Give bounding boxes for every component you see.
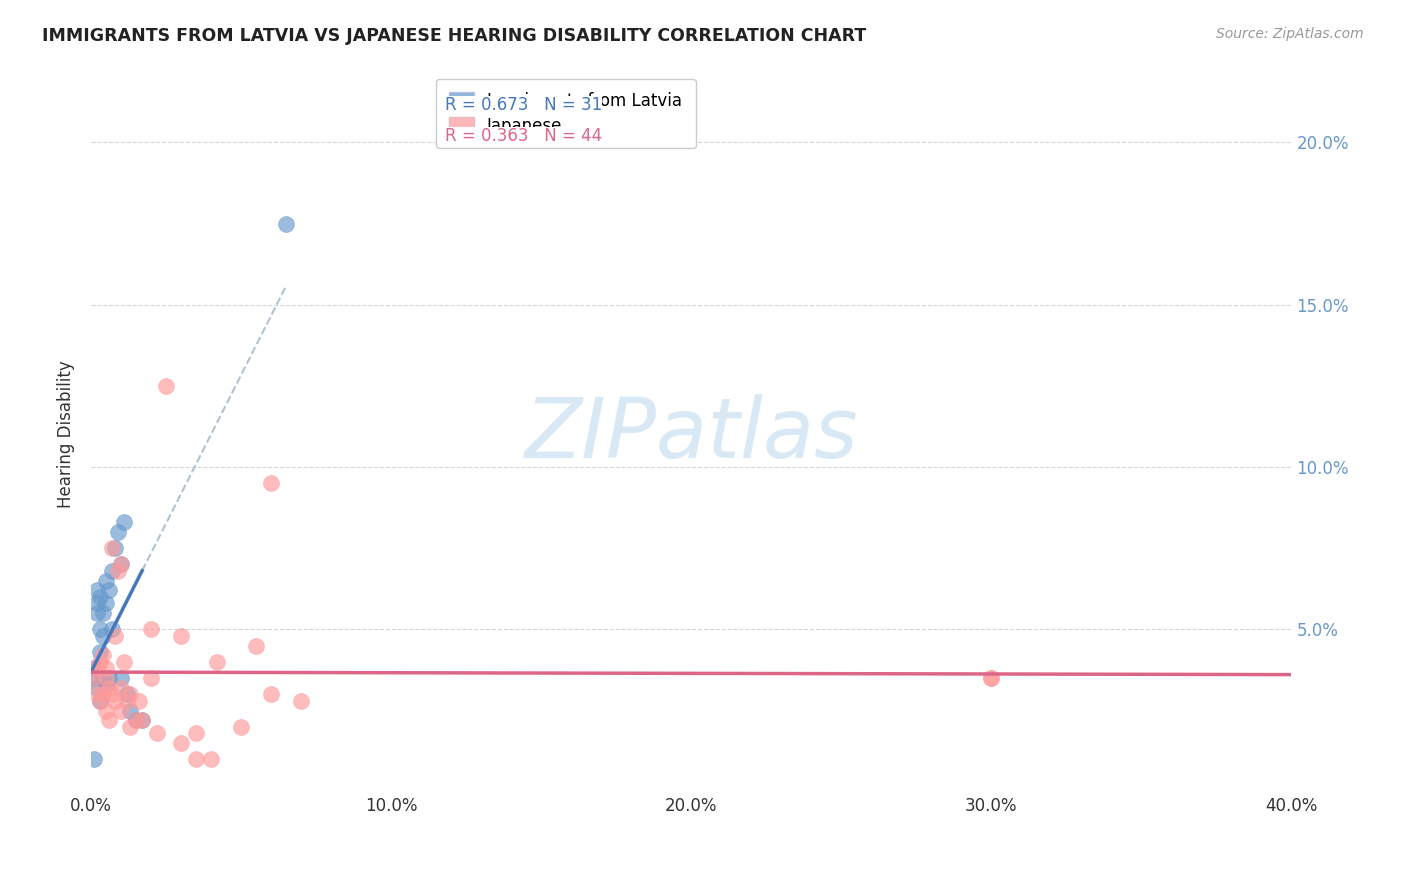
Point [101,687,124,701]
Point [115,687,138,701]
Text: R = 0.363   N = 44: R = 0.363 N = 44 [446,127,602,145]
Point [186,726,208,740]
Point [107,524,129,539]
Point [112,515,135,529]
Point [290,694,312,708]
Text: ZIPatlas: ZIPatlas [524,394,858,475]
Text: IMMIGRANTS FROM LATVIA VS JAPANESE HEARING DISABILITY CORRELATION CHART: IMMIGRANTS FROM LATVIA VS JAPANESE HEARI… [42,27,866,45]
Point [125,713,148,727]
Legend: Immigrants from Latvia, Japanese: Immigrants from Latvia, Japanese [436,78,696,148]
Point [110,681,132,695]
Point [170,736,193,750]
Point [115,694,138,708]
Point [86,596,108,610]
Point [125,713,148,727]
Point [89,694,111,708]
Point [96,574,118,588]
Point [91,687,114,701]
Point [120,687,142,701]
Point [131,713,153,727]
Point [101,541,124,556]
Point [86,583,108,598]
Point [120,704,142,718]
Point [89,590,111,604]
Point [86,681,108,695]
Point [112,655,135,669]
Point [91,648,114,663]
Point [98,681,121,695]
Point [205,655,228,669]
Point [980,671,1002,685]
Point [89,623,111,637]
Point [96,596,118,610]
Point [91,671,114,685]
Point [91,606,114,620]
Point [276,217,298,231]
Text: R = 0.673   N = 31: R = 0.673 N = 31 [446,95,603,113]
Point [146,726,169,740]
Point [86,661,108,675]
Point [96,677,118,691]
Point [231,720,253,734]
Point [110,558,132,572]
Point [104,694,127,708]
Point [170,629,193,643]
Point [89,655,111,669]
Point [131,713,153,727]
Point [155,379,177,393]
Text: Source: ZipAtlas.com: Source: ZipAtlas.com [1216,27,1364,41]
Point [110,558,132,572]
Point [104,541,127,556]
Point [128,694,150,708]
Point [86,687,108,701]
Point [96,671,118,685]
Point [110,704,132,718]
Point [141,671,163,685]
Point [83,661,105,675]
Point [110,671,132,685]
Point [91,629,114,643]
Point [120,720,142,734]
Point [83,752,105,766]
Point [89,645,111,659]
Point [98,583,121,598]
Point [107,564,129,578]
Point [89,694,111,708]
Point [96,704,118,718]
Point [186,752,208,766]
Point [260,687,283,701]
Point [260,476,283,491]
Y-axis label: Hearing Disability: Hearing Disability [58,360,75,508]
Point [200,752,222,766]
Point [101,623,124,637]
Point [86,606,108,620]
Point [98,671,121,685]
Point [141,623,163,637]
Point [245,639,267,653]
Point [101,564,124,578]
Point [104,629,127,643]
Point [83,671,105,685]
Point [96,661,118,675]
Point [980,671,1002,685]
Point [98,713,121,727]
Point [83,671,105,685]
